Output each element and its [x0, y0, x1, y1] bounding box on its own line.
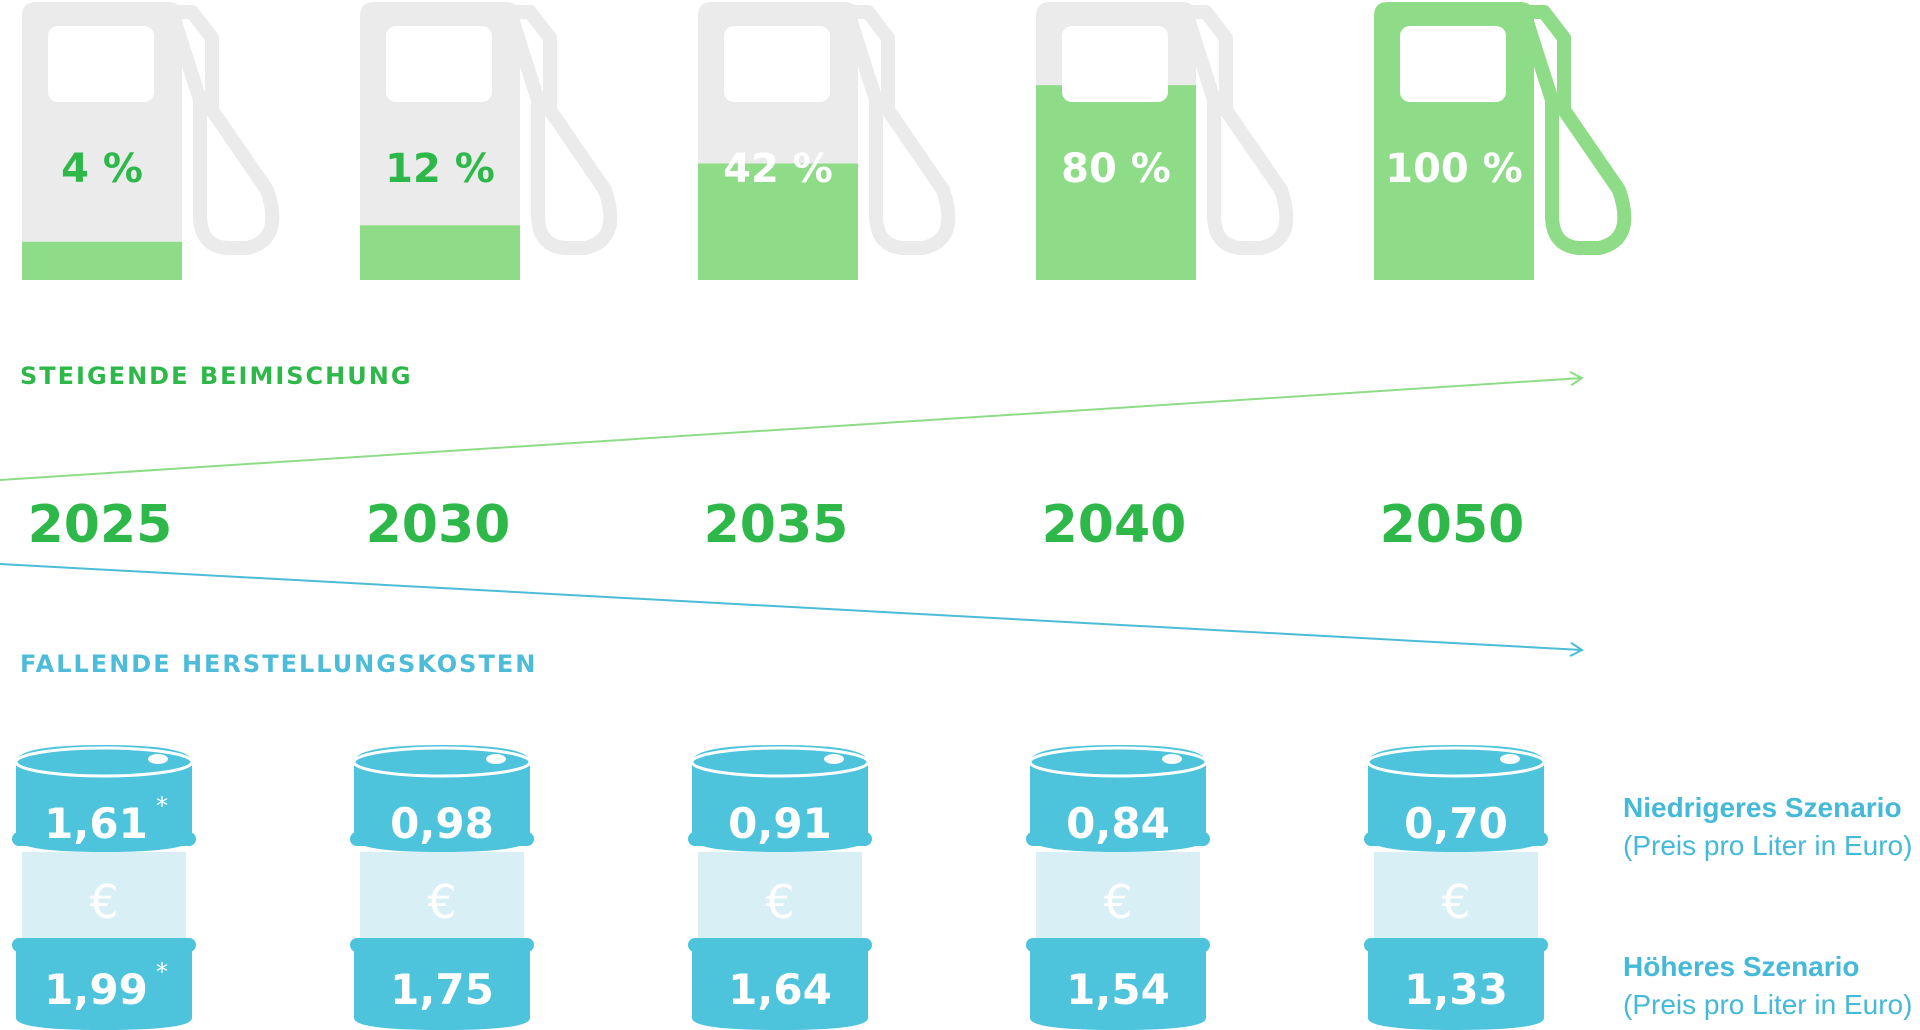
low-scenario-value-2030: 0,98 — [390, 799, 494, 848]
year-label-2025: 2025 — [28, 495, 173, 555]
pump-hose-2050 — [1517, 5, 1632, 255]
barrel-rim-bottom-2030 — [350, 938, 534, 952]
pump-base-2030 — [374, 266, 506, 280]
pump-base-2050 — [1388, 266, 1520, 280]
low-scenario-value-2035: 0,91 — [728, 799, 832, 848]
pump-base-2025 — [36, 266, 168, 280]
barrel-band-2030 — [360, 852, 524, 938]
high-scenario-value-2050: 1,33 — [1404, 965, 1508, 1014]
year-label-2030: 2030 — [366, 495, 511, 555]
barrel-lid-2030 — [352, 746, 532, 778]
pump-percent-2035: 42 % — [723, 146, 833, 192]
barrel-rim-bottom-2040 — [1026, 938, 1210, 952]
barrel-rim-top-2025 — [12, 832, 196, 846]
low-scenario-value-2025: 1,61 — [44, 799, 148, 848]
pump-hose-2035 — [841, 5, 956, 255]
barrel-2035: €0,91 1,64 — [688, 745, 872, 1030]
high-scenario-value-2040: 1,54 — [1066, 965, 1170, 1014]
pump-window-2050 — [1400, 26, 1506, 102]
pump-hose-2040 — [1179, 5, 1294, 255]
year-label-2035: 2035 — [704, 495, 849, 555]
legend-low-note: (Preis pro Liter in Euro) — [1623, 830, 1913, 861]
barrel-band-2050 — [1374, 852, 1538, 938]
euro-icon: € — [89, 875, 118, 929]
cost-section-label: FALLENDE HERSTELLUNGSKOSTEN — [20, 650, 538, 678]
barrel-band-2035 — [698, 852, 862, 938]
pump-percent-2025: 4 % — [61, 146, 143, 192]
euro-icon: € — [765, 875, 794, 929]
legend-high-scenario: Höheres Szenario (Preis pro Liter in Eur… — [1623, 948, 1912, 1024]
barrel-cap-2030 — [486, 754, 506, 764]
barrel-2050: €0,70 1,33 — [1364, 745, 1548, 1030]
pump-window-2025 — [48, 26, 154, 102]
pump-fill-2040 — [1036, 85, 1196, 280]
fuel-pump-2030: 12 % — [360, 2, 618, 280]
legend-high-note: (Preis pro Liter in Euro) — [1623, 989, 1913, 1020]
footnote-marker-high-2025: * — [156, 958, 168, 986]
blend-section-label: STEIGENDE BEIMISCHUNG — [20, 362, 413, 390]
barrel-rim-top-2040 — [1026, 832, 1210, 846]
euro-icon: € — [1441, 875, 1470, 929]
barrel-rim-bottom-2050 — [1364, 938, 1548, 952]
barrel-bottom-section-2025 — [16, 950, 192, 1030]
euro-icon: € — [427, 875, 456, 929]
legend-low-scenario: Niedrigeres Szenario (Preis pro Liter in… — [1623, 789, 1912, 865]
barrel-cap-2035 — [824, 754, 844, 764]
barrel-2025: €1,61 1,99 * * — [12, 745, 196, 1030]
legend-low-title: Niedrigeres Szenario — [1623, 792, 1902, 823]
barrel-rim-top-2035 — [688, 832, 872, 846]
fuel-pump-2040: 80 % — [1036, 2, 1294, 280]
high-scenario-value-2025: 1,99 — [44, 965, 148, 1014]
barrel-rim-bottom-2035 — [688, 938, 872, 952]
pump-percent-2030: 12 % — [385, 146, 495, 192]
barrel-2040: €0,84 1,54 — [1026, 745, 1210, 1030]
fuel-pump-2035: 42 % — [698, 2, 956, 280]
barrel-lid-2040 — [1028, 746, 1208, 778]
footnote-marker-low-2025: * — [156, 792, 168, 820]
barrel-cap-2025 — [148, 754, 168, 764]
pump-window-2030 — [386, 26, 492, 102]
barrel-cap-2050 — [1500, 754, 1520, 764]
euro-icon: € — [1103, 875, 1132, 929]
pump-percent-2050: 100 % — [1385, 146, 1523, 192]
low-scenario-value-2050: 0,70 — [1404, 799, 1508, 848]
fuel-pump-2025: 4 % — [22, 2, 280, 280]
pump-hose-2025 — [165, 5, 280, 255]
barrel-rim-top-2050 — [1364, 832, 1548, 846]
falling-cost-arrow — [0, 563, 1582, 650]
barrel-band-2025 — [22, 852, 186, 938]
high-scenario-value-2035: 1,64 — [728, 965, 832, 1014]
pump-base-2040 — [1050, 266, 1182, 280]
barrel-bottom-section-2050 — [1368, 950, 1544, 1030]
barrel-lid-2050 — [1366, 746, 1546, 778]
high-scenario-value-2030: 1,75 — [390, 965, 494, 1014]
legend-high-title: Höheres Szenario — [1623, 951, 1860, 982]
barrel-bottom-section-2040 — [1030, 950, 1206, 1030]
pump-percent-2040: 80 % — [1061, 146, 1171, 192]
pump-window-2040 — [1062, 26, 1168, 102]
barrel-lid-2025 — [14, 746, 194, 778]
low-scenario-value-2040: 0,84 — [1066, 799, 1170, 848]
barrel-bottom-section-2030 — [354, 950, 530, 1030]
barrel-band-2040 — [1036, 852, 1200, 938]
pump-base-2035 — [712, 266, 844, 280]
year-label-2050: 2050 — [1380, 495, 1525, 555]
barrel-bottom-section-2035 — [692, 950, 868, 1030]
barrel-cap-2040 — [1162, 754, 1182, 764]
pump-fill-2035 — [698, 163, 858, 280]
pump-hose-2030 — [503, 5, 618, 255]
barrel-rim-top-2030 — [350, 832, 534, 846]
barrel-rim-bottom-2025 — [12, 938, 196, 952]
year-label-2040: 2040 — [1042, 495, 1187, 555]
barrel-lid-2035 — [690, 746, 870, 778]
fuel-pump-2050: 100 % — [1374, 2, 1632, 280]
rising-blend-arrow — [0, 378, 1582, 481]
barrel-2030: €0,98 1,75 — [350, 745, 534, 1030]
pump-window-2035 — [724, 26, 830, 102]
